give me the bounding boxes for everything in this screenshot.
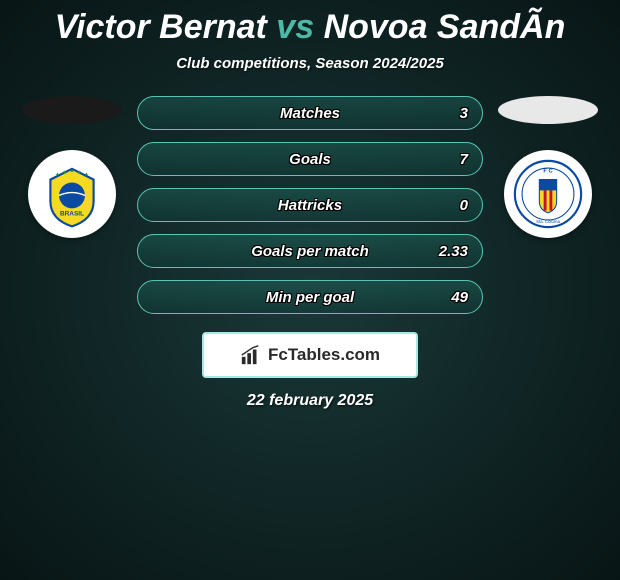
left-column: BRASIL	[19, 96, 125, 238]
stat-label: Goals per match	[251, 243, 369, 260]
svg-text:Sta. Coloma: Sta. Coloma	[536, 219, 560, 224]
svg-text:BRASIL: BRASIL	[60, 211, 84, 218]
page-title: Victor Bernat vs Novoa SandÃ­n	[0, 8, 620, 47]
stat-value-right: 7	[460, 151, 468, 168]
vs-label: vs	[276, 8, 314, 46]
stat-bar-matches: Matches 3	[137, 96, 483, 130]
player2-name: Novoa SandÃ­n	[324, 8, 566, 46]
main-row: BRASIL Matches 3 Goals 7 Hattricks 0 Goa…	[0, 96, 620, 314]
fc-santa-coloma-icon: F C Sta. Coloma	[512, 158, 584, 230]
widget-container: Victor Bernat vs Novoa SandÃ­n Club comp…	[0, 0, 620, 410]
brand-text: FcTables.com	[268, 345, 380, 365]
stat-label: Hattricks	[278, 197, 342, 214]
subtitle: Club competitions, Season 2024/2025	[0, 55, 620, 72]
stats-bars: Matches 3 Goals 7 Hattricks 0 Goals per …	[137, 96, 483, 314]
stat-value-right: 0	[460, 197, 468, 214]
player2-oval	[498, 96, 598, 124]
stat-value-right: 49	[451, 289, 468, 306]
stat-label: Matches	[280, 105, 340, 122]
stat-label: Goals	[289, 151, 331, 168]
chart-icon	[240, 344, 262, 366]
stat-value-right: 3	[460, 105, 468, 122]
right-column: F C Sta. Coloma	[495, 96, 601, 238]
player1-oval	[22, 96, 122, 124]
date-label: 22 february 2025	[0, 392, 620, 410]
stat-bar-goals: Goals 7	[137, 142, 483, 176]
club-badge-left[interactable]: BRASIL	[28, 150, 116, 238]
stat-bar-hattricks: Hattricks 0	[137, 188, 483, 222]
player1-name: Victor Bernat	[55, 8, 267, 46]
svg-text:F C: F C	[543, 168, 552, 174]
stat-bar-min-per-goal: Min per goal 49	[137, 280, 483, 314]
brand-box[interactable]: FcTables.com	[202, 332, 418, 378]
stat-value-right: 2.33	[439, 243, 468, 260]
cbf-brasil-icon: BRASIL	[36, 158, 108, 230]
stat-bar-goals-per-match: Goals per match 2.33	[137, 234, 483, 268]
club-badge-right[interactable]: F C Sta. Coloma	[504, 150, 592, 238]
stat-label: Min per goal	[266, 289, 354, 306]
